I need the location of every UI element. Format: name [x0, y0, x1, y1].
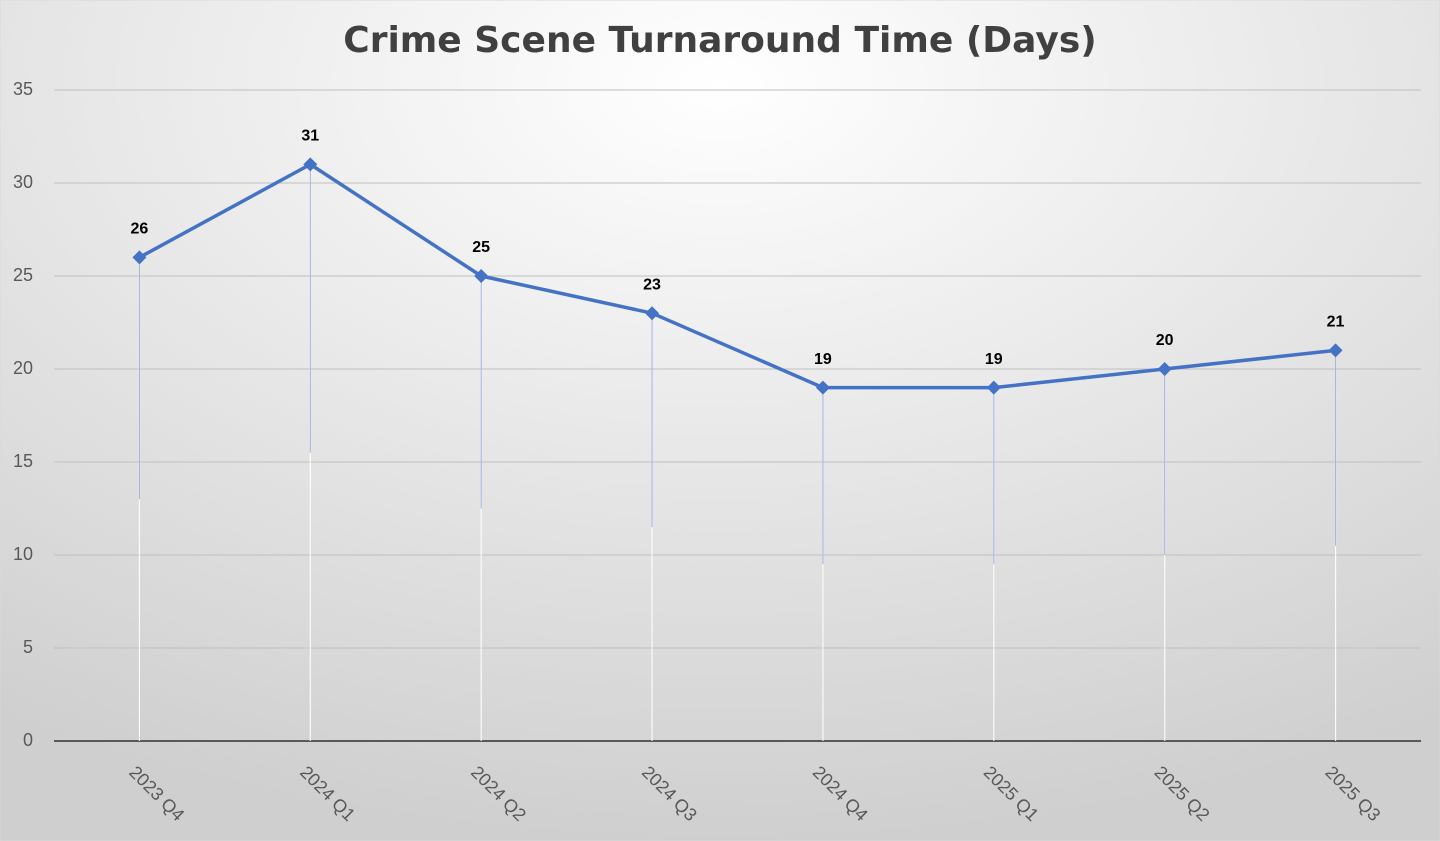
marker [645, 306, 660, 321]
y-tick-label: 10 [13, 544, 33, 564]
data-label: 21 [1327, 314, 1345, 331]
marker [986, 380, 1001, 395]
marker [474, 269, 489, 283]
y-tick-label: 15 [13, 451, 33, 471]
marker [1157, 362, 1172, 376]
data-label: 23 [643, 276, 661, 293]
data-label: 19 [814, 351, 832, 368]
y-tick-label: 5 [23, 637, 33, 657]
y-tick-label: 35 [13, 79, 33, 99]
y-tick-label: 0 [23, 730, 33, 750]
data-label: 25 [472, 239, 490, 256]
data-label: 31 [301, 128, 319, 145]
marker [303, 157, 318, 172]
y-tick-label: 30 [13, 172, 33, 192]
data-label: 26 [131, 221, 149, 238]
line [138, 162, 1336, 390]
marker [1328, 343, 1343, 358]
y-tick-label: 20 [13, 358, 33, 378]
chart-title: Crime Scene Turnaround Time (Days) [343, 20, 1096, 61]
data-label: 19 [985, 351, 1003, 368]
marker [132, 250, 147, 265]
y-tick-label: 25 [13, 265, 33, 285]
marker [815, 380, 830, 395]
data-label: 20 [1156, 332, 1174, 349]
